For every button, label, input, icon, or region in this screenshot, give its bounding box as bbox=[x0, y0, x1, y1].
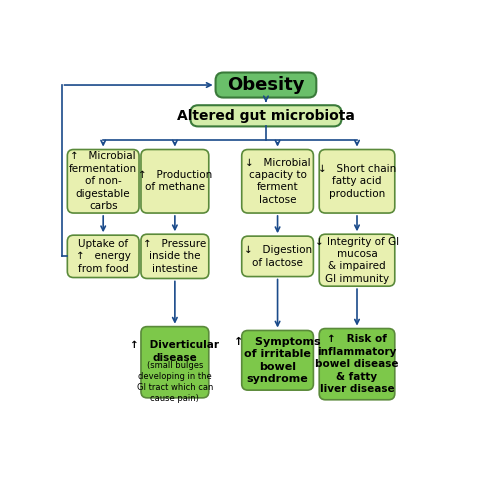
Text: ↑   Diverticular
disease: ↑ Diverticular disease bbox=[130, 340, 220, 362]
Text: ↓   Microbial
capacity to
ferment
lactose: ↓ Microbial capacity to ferment lactose bbox=[245, 158, 310, 205]
Text: ↑   Microbial
fermentation
of non-
digestable
carbs: ↑ Microbial fermentation of non- digesta… bbox=[69, 152, 137, 211]
Text: Altered gut microbiota: Altered gut microbiota bbox=[177, 109, 355, 123]
FancyBboxPatch shape bbox=[141, 326, 209, 398]
Text: Obesity: Obesity bbox=[227, 76, 304, 94]
FancyBboxPatch shape bbox=[319, 150, 395, 213]
Text: ↑   Pressure
inside the
intestine: ↑ Pressure inside the intestine bbox=[144, 239, 206, 274]
FancyBboxPatch shape bbox=[242, 330, 314, 390]
FancyBboxPatch shape bbox=[216, 72, 316, 98]
FancyBboxPatch shape bbox=[68, 235, 139, 278]
FancyBboxPatch shape bbox=[242, 150, 314, 213]
FancyBboxPatch shape bbox=[190, 105, 342, 126]
Text: ↓   Short chain
fatty acid
production: ↓ Short chain fatty acid production bbox=[318, 164, 396, 198]
FancyBboxPatch shape bbox=[141, 234, 209, 278]
FancyBboxPatch shape bbox=[68, 150, 139, 213]
Text: ↓ Integrity of GI
mucosa
& impaired
GI immunity: ↓ Integrity of GI mucosa & impaired GI i… bbox=[315, 236, 399, 284]
FancyBboxPatch shape bbox=[319, 328, 395, 400]
Text: ↑   Risk of
inflammatory
bowel disease
& fatty
liver disease: ↑ Risk of inflammatory bowel disease & f… bbox=[316, 334, 399, 394]
FancyBboxPatch shape bbox=[242, 236, 314, 277]
Text: ↑   Symptoms
of irritable
bowel
syndrome: ↑ Symptoms of irritable bowel syndrome bbox=[234, 336, 321, 384]
FancyBboxPatch shape bbox=[141, 150, 209, 213]
Text: Uptake of
↑   energy
from food: Uptake of ↑ energy from food bbox=[76, 239, 130, 274]
FancyBboxPatch shape bbox=[319, 234, 395, 286]
Text: ↓   Digestion
of lactose: ↓ Digestion of lactose bbox=[244, 245, 312, 268]
Text: (small bulges
developing in the
GI tract which can
cause pain): (small bulges developing in the GI tract… bbox=[136, 361, 213, 404]
Text: ↑   Production
of methane: ↑ Production of methane bbox=[138, 170, 212, 192]
